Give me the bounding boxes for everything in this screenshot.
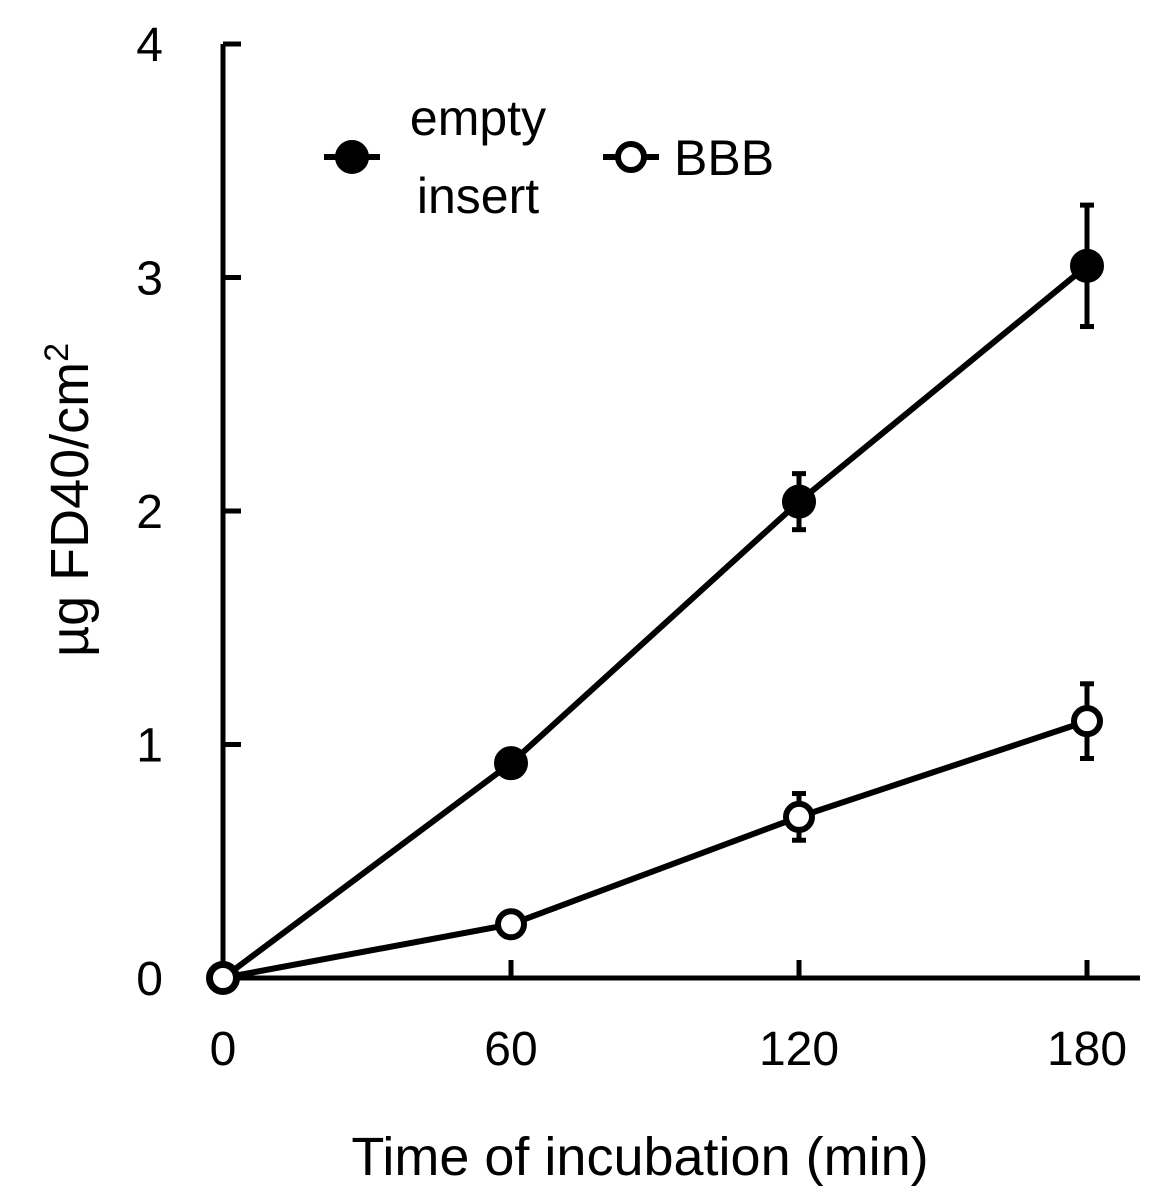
legend-marker-open <box>615 141 647 173</box>
y-tick-label: 2 <box>136 486 163 539</box>
y-tick-label: 0 <box>136 953 163 1006</box>
legend-label: BBB <box>674 130 774 186</box>
data-point <box>782 484 816 519</box>
data-point <box>495 908 527 941</box>
y-axis-title-superscript: 2 <box>38 343 76 362</box>
series-line <box>222 718 1088 981</box>
data-point <box>207 962 239 994</box>
series-bbb <box>222 681 1094 981</box>
y-tick-label: 3 <box>136 253 163 306</box>
legend-label: insert <box>417 168 539 224</box>
legend-label: empty <box>410 90 546 146</box>
legend-marker-filled <box>335 140 369 174</box>
series-line <box>221 263 1089 981</box>
x-tick-label: 120 <box>759 1023 839 1076</box>
y-axis-title-main: µg FD40/cm <box>40 362 100 657</box>
legend: empty insert BBB <box>324 90 774 224</box>
data-point <box>783 800 815 833</box>
y-tick-label: 4 <box>136 19 163 72</box>
x-tick-label: 180 <box>1047 1023 1127 1076</box>
data-point <box>1070 248 1104 283</box>
y-tick-label: 1 <box>136 720 163 773</box>
x-axis-title: Time of incubation (min) <box>351 1127 928 1187</box>
x-tick-label: 0 <box>210 1023 237 1076</box>
series-empty-insert <box>221 202 1094 981</box>
axes: 0 1 2 3 4 0 60 120 180 <box>136 19 1140 1076</box>
y-axis-title: µg FD40/cm2 <box>38 343 100 657</box>
data-point <box>1071 705 1103 738</box>
data-point <box>494 746 528 781</box>
series-layer <box>206 202 1104 995</box>
x-tick-label: 60 <box>484 1023 537 1076</box>
